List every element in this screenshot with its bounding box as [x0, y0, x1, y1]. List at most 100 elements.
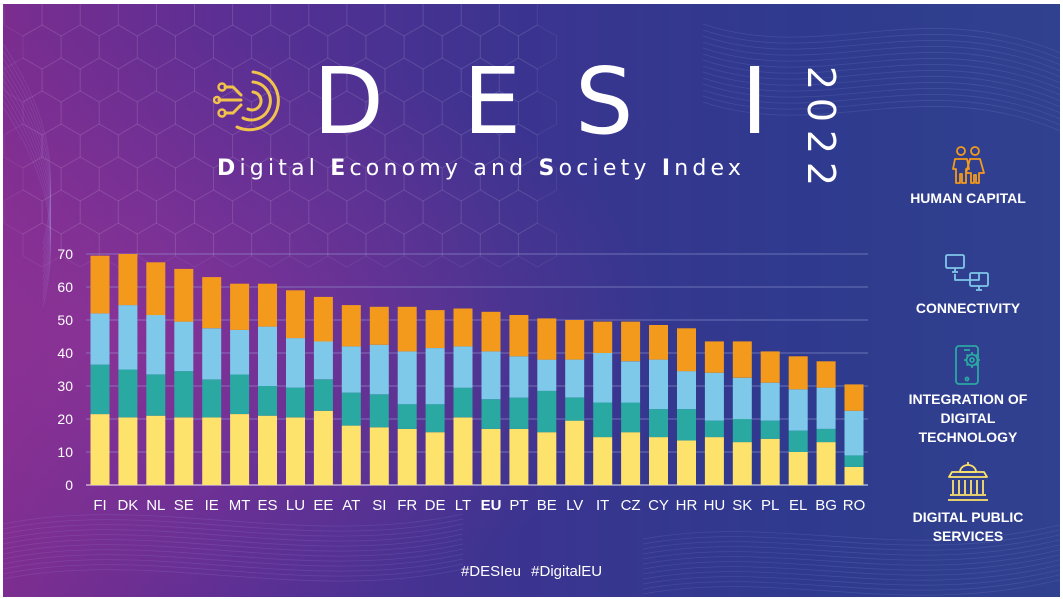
bar-segment-human-capital-pt: [509, 428, 529, 485]
connected-computers-icon: [945, 254, 989, 291]
x-tick-label: FI: [93, 497, 106, 514]
background-hexagon: [498, 189, 538, 235]
background-hexagon: [117, 4, 157, 37]
background-hexagon: [365, 24, 405, 70]
bar-segment-digital-public-services-hr: [677, 328, 696, 372]
x-tick-label: BE: [537, 497, 557, 514]
bar-segment-human-capital-fr: [397, 428, 417, 485]
background-hexagon: [41, 189, 81, 235]
bar-segment-human-capital-pl: [760, 438, 780, 485]
background-mesh-line: [3, 50, 52, 252]
background-hexagon: [327, 24, 367, 70]
background-hexagon: [174, 222, 214, 268]
background-hexagon: [403, 156, 443, 202]
background-hexagon: [41, 123, 81, 169]
background-hexagon: [3, 57, 43, 103]
bar-segment-human-capital-at: [341, 425, 361, 485]
x-tick-label: IT: [596, 497, 609, 514]
background-hexagon: [98, 90, 138, 136]
bar-segment-connectivity-sk: [732, 419, 752, 443]
background-hexagon: [270, 57, 310, 103]
bar-segment-digital-public-services-cz: [621, 321, 641, 362]
bar-segment-integration-of-digital-technology-lu: [286, 338, 305, 388]
background-mesh-line: [3, 558, 464, 572]
background-hexagon: [403, 24, 443, 70]
background-mesh-line: [702, 101, 1060, 132]
background-mesh-line: [3, 43, 52, 245]
bar-segment-digital-public-services-cy: [649, 325, 668, 360]
background-mesh-line: [702, 89, 1060, 120]
footer-hashtags: #DESIeu #DigitalEU: [3, 563, 1060, 580]
x-tick-label: BG: [815, 497, 837, 514]
bar-segment-human-capital-nl: [146, 415, 166, 485]
bar-segment-connectivity-fr: [397, 404, 417, 429]
bar-segment-integration-of-digital-technology-fi: [90, 313, 110, 365]
background-hexagon: [270, 123, 310, 169]
background-hexagon: [289, 24, 329, 70]
background-hexagon: [365, 222, 405, 268]
bar-segment-integration-of-digital-technology-hu: [704, 372, 724, 421]
bar-segment-connectivity-de: [425, 404, 445, 433]
bar-segment-digital-public-services-fr: [397, 306, 417, 352]
background-hexagon: [270, 189, 310, 235]
bar-segment-connectivity-cz: [621, 402, 641, 433]
background-hexagon: [327, 222, 367, 268]
bar-segment-digital-public-services-se: [174, 268, 194, 322]
bar-segment-digital-public-services-mt: [230, 283, 250, 330]
x-tick-label: PL: [761, 497, 779, 514]
bar-segment-digital-public-services-nl: [146, 262, 166, 316]
background-mesh-line: [702, 35, 1060, 66]
background-mesh-line: [702, 23, 1060, 54]
bar-segment-digital-public-services-de: [425, 310, 445, 348]
x-tick-label: SI: [372, 497, 386, 514]
bar-segment-connectivity-dk: [118, 369, 138, 418]
logo-letter-d: D: [313, 48, 384, 155]
subtitle-word: ociety: [558, 156, 662, 181]
background-hexagon: [136, 156, 176, 202]
bar-segment-human-capital-ro: [844, 466, 864, 485]
background-hexagon: [479, 222, 519, 268]
background-hexagon: [60, 156, 100, 202]
background-hexagon: [251, 156, 291, 202]
bar-segment-integration-of-digital-technology-ee: [313, 341, 333, 380]
background-mesh-line: [3, 518, 464, 532]
background-mesh-line: [642, 579, 1060, 596]
bar-segment-human-capital-se: [174, 417, 194, 485]
page-subtitle: Digital Economy and Society Index: [217, 156, 745, 181]
background-hexagon: [384, 123, 424, 169]
background-hexagon: [174, 156, 214, 202]
bar-segment-human-capital-ie: [202, 417, 222, 485]
bar-segment-connectivity-se: [174, 371, 194, 418]
bar-segment-connectivity-mt: [230, 374, 250, 414]
background-hexagon: [232, 123, 272, 169]
background-hexagon: [79, 123, 119, 169]
background-hexagon: [117, 123, 157, 169]
bar-segment-human-capital-hr: [677, 440, 696, 485]
bar-segment-human-capital-lv: [565, 420, 585, 485]
background-mesh-line: [3, 99, 52, 301]
background-hexagon: [213, 222, 253, 268]
circuit-rings-icon: [213, 70, 280, 132]
background-mesh-line: [702, 29, 1060, 60]
background-hexagon: [174, 24, 214, 70]
background-hexagon: [79, 189, 119, 235]
background-mesh-line: [3, 568, 464, 582]
bar-segment-human-capital-bg: [816, 442, 836, 485]
bar-segment-connectivity-hu: [704, 420, 724, 438]
bar-segment-connectivity-eu: [481, 399, 501, 429]
bar-segment-digital-public-services-eu: [481, 311, 501, 352]
background-hexagon: [479, 156, 519, 202]
background-hexagon: [384, 189, 424, 235]
background-hexagon: [155, 123, 195, 169]
logo-letter-s: S: [575, 48, 634, 155]
hashtag[interactable]: #DigitalEU: [531, 563, 603, 580]
background-hexagon: [441, 156, 481, 202]
people-icon: [952, 146, 985, 184]
background-hexagon: [517, 222, 557, 268]
background-hexagon: [384, 57, 424, 103]
background-hexagon: [232, 189, 272, 235]
background-hexagon: [422, 189, 462, 235]
hashtag[interactable]: #DESIeu: [460, 563, 521, 580]
x-tick-label: EE: [313, 497, 333, 514]
background-mesh-line: [3, 78, 52, 280]
